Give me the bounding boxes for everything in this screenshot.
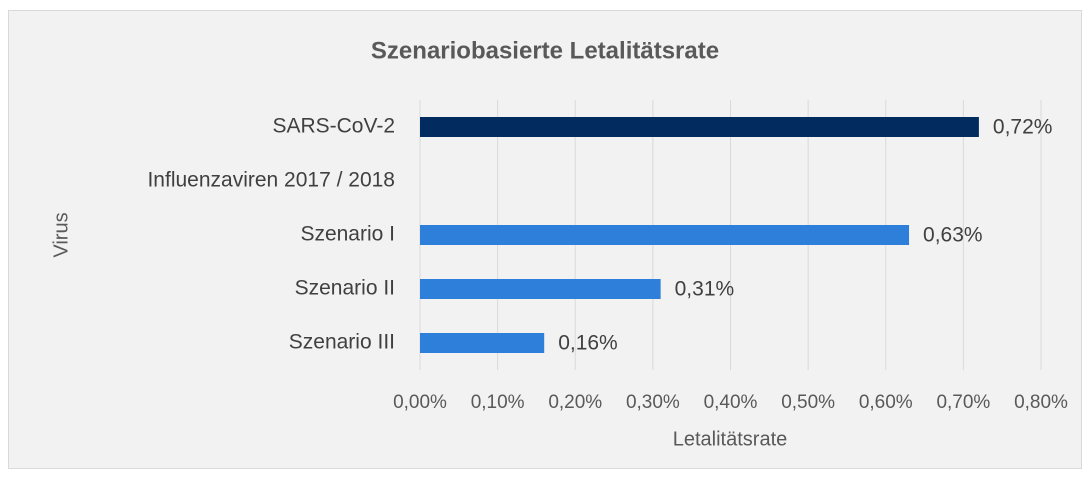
y-tick-label: Szenario II (295, 277, 395, 300)
x-tick-label: 0,80% (1014, 392, 1068, 413)
y-tick-label: Szenario I (300, 223, 395, 246)
y-axis-title: Virus (50, 212, 72, 257)
x-tick-label: 0,70% (936, 392, 990, 413)
y-tick-label: Szenario III (289, 331, 395, 354)
bar (420, 279, 661, 299)
bar (420, 225, 910, 245)
data-label: 0,16% (558, 332, 618, 355)
y-tick-label: Influenzaviren 2017 / 2018 (147, 169, 395, 192)
x-tick-label: 0,30% (626, 392, 680, 413)
chart-title: Szenariobasierte Letalitätsrate (371, 37, 719, 64)
x-tick-label: 0,20% (548, 392, 602, 413)
data-label: 0,31% (675, 278, 735, 301)
bar (420, 117, 979, 137)
x-tick-label: 0,00% (393, 392, 447, 413)
x-tick-label: 0,10% (471, 392, 525, 413)
x-axis-title: Letalitätsrate (673, 428, 788, 450)
x-tick-label: 0,50% (781, 392, 835, 413)
data-label: 0,63% (923, 224, 983, 247)
x-tick-label: 0,60% (859, 392, 913, 413)
y-tick-label: SARS-CoV-2 (272, 115, 395, 138)
x-tick-label: 0,40% (704, 392, 758, 413)
data-label: 0,72% (993, 116, 1053, 139)
bar (420, 333, 545, 353)
